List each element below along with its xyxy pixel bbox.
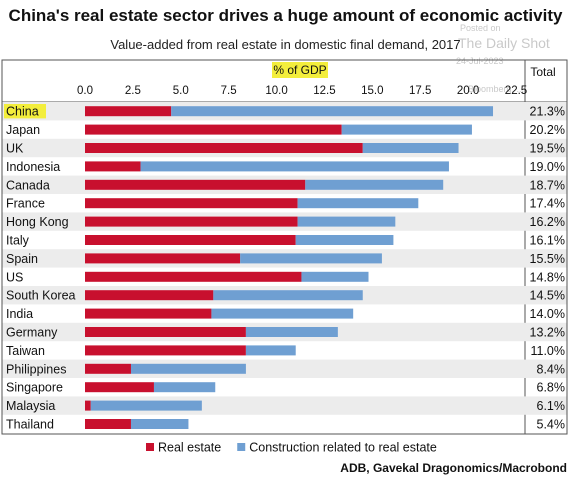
category-label-philippines: Philippines	[6, 362, 66, 376]
bar-philippines-construction-related-to-real-estate	[130, 363, 246, 374]
category-label-taiwan: Taiwan	[6, 344, 45, 358]
category-label-us: US	[6, 270, 23, 284]
total-value-canada: 18.7%	[530, 178, 565, 192]
bar-canada-construction-related-to-real-estate	[305, 179, 444, 190]
category-label-germany: Germany	[6, 326, 58, 340]
bar-china-real-estate	[85, 106, 172, 117]
chart-subtitle: Value-added from real estate in domestic…	[110, 37, 461, 52]
total-value-italy: 16.1%	[530, 234, 565, 248]
category-label-japan: Japan	[6, 123, 40, 137]
plot-frame	[1, 59, 568, 435]
category-label-canada: Canada	[6, 178, 50, 192]
axis-label-highlight	[272, 62, 328, 78]
total-value-china: 21.3%	[530, 105, 565, 119]
x-tick-label: 10.0	[265, 85, 287, 97]
watermark-posted: Posted on	[460, 23, 501, 33]
x-tick-label: 20.0	[457, 85, 479, 97]
bar-singapore-construction-related-to-real-estate	[153, 382, 216, 393]
bar-china-construction-related-to-real-estate	[171, 106, 494, 117]
bar-france-real-estate	[85, 198, 298, 209]
x-tick-label: 12.5	[313, 85, 335, 97]
legend-label-real-estate: Real estate	[158, 441, 221, 455]
bar-philippines-real-estate	[85, 363, 131, 374]
total-value-singapore: 6.8%	[537, 381, 566, 395]
bar-hong-kong-construction-related-to-real-estate	[297, 216, 396, 227]
x-tick-label: 7.5	[221, 85, 237, 97]
bar-singapore-real-estate	[85, 382, 154, 393]
x-tick-label: 17.5	[409, 85, 431, 97]
watermark-brand: The Daily Shot	[458, 35, 550, 51]
bar-germany-real-estate	[85, 327, 246, 337]
bar-taiwan-construction-related-to-real-estate	[245, 345, 296, 356]
category-label-singapore: Singapore	[6, 381, 63, 395]
total-value-hong-kong: 16.2%	[530, 215, 565, 229]
total-value-malaysia: 6.1%	[537, 399, 566, 413]
category-label-india: India	[6, 307, 33, 321]
bar-malaysia-construction-related-to-real-estate	[90, 400, 202, 411]
bar-malaysia-real-estate	[85, 400, 91, 411]
total-header: Total	[530, 65, 555, 79]
category-label-italy: Italy	[6, 234, 30, 248]
category-label-thailand: Thailand	[6, 418, 54, 432]
bar-germany-construction-related-to-real-estate	[245, 327, 338, 337]
x-tick-label: 5.0	[173, 85, 189, 97]
bar-hong-kong-real-estate	[85, 216, 298, 227]
bar-indonesia-real-estate	[85, 161, 141, 172]
bar-italy-construction-related-to-real-estate	[295, 235, 394, 245]
bar-us-real-estate	[85, 271, 302, 282]
watermark-source: Bloomberg, ...	[468, 84, 525, 94]
total-value-us: 14.8%	[530, 270, 565, 284]
bar-thailand-real-estate	[85, 419, 131, 429]
category-label-spain: Spain	[6, 252, 38, 266]
bar-india-construction-related-to-real-estate	[211, 308, 354, 319]
category-label-malaysia: Malaysia	[6, 399, 55, 413]
category-label-indonesia: Indonesia	[6, 160, 60, 174]
bar-japan-construction-related-to-real-estate	[341, 124, 472, 135]
x-tick-label: 0.0	[77, 85, 93, 97]
highlight-china	[4, 104, 46, 119]
bar-uk-construction-related-to-real-estate	[362, 143, 459, 153]
chart-title: China's real estate sector drives a huge…	[8, 6, 563, 25]
bar-south-korea-real-estate	[85, 290, 214, 301]
total-value-uk: 19.5%	[530, 142, 565, 156]
total-value-indonesia: 19.0%	[530, 160, 565, 174]
bar-south-korea-construction-related-to-real-estate	[213, 290, 363, 301]
axis-label: % of GDP	[273, 63, 326, 77]
category-label-south-korea: South Korea	[6, 289, 76, 303]
bar-thailand-construction-related-to-real-estate	[130, 419, 189, 429]
source-note: ADB, Gavekal Dragonomics/Macrobond	[340, 461, 567, 475]
total-value-germany: 13.2%	[530, 326, 565, 340]
total-value-thailand: 5.4%	[537, 418, 566, 432]
bar-us-construction-related-to-real-estate	[301, 271, 369, 282]
bar-indonesia-construction-related-to-real-estate	[140, 161, 449, 172]
legend-swatch-construction-related-to-real-estate	[237, 443, 246, 451]
total-value-spain: 15.5%	[530, 252, 565, 266]
category-label-hong-kong: Hong Kong	[6, 215, 69, 229]
bar-taiwan-real-estate	[85, 345, 246, 356]
category-label-france: France	[6, 197, 45, 211]
watermark-date: 24-Jul-2023	[456, 56, 504, 66]
total-value-south-korea: 14.5%	[530, 289, 565, 303]
bar-spain-real-estate	[85, 253, 241, 264]
bar-italy-real-estate	[85, 235, 296, 245]
bar-uk-real-estate	[85, 143, 363, 153]
category-label-china: China	[6, 105, 39, 119]
legend-label-construction-related-to-real-estate: Construction related to real estate	[249, 441, 437, 455]
bar-spain-construction-related-to-real-estate	[240, 253, 382, 264]
x-tick-label: 2.5	[125, 85, 141, 97]
x-tick-label: 22.5	[505, 85, 527, 97]
legend-swatch-real-estate	[146, 443, 154, 451]
total-value-japan: 20.2%	[530, 123, 565, 137]
total-value-india: 14.0%	[530, 307, 565, 321]
bar-japan-real-estate	[85, 124, 342, 135]
bar-france-construction-related-to-real-estate	[297, 198, 419, 209]
category-label-uk: UK	[6, 142, 24, 156]
total-value-france: 17.4%	[530, 197, 565, 211]
total-value-philippines: 8.4%	[537, 362, 566, 376]
total-value-taiwan: 11.0%	[530, 344, 565, 358]
bar-india-real-estate	[85, 308, 212, 319]
bar-canada-real-estate	[85, 179, 306, 190]
x-tick-label: 15.0	[361, 85, 383, 97]
